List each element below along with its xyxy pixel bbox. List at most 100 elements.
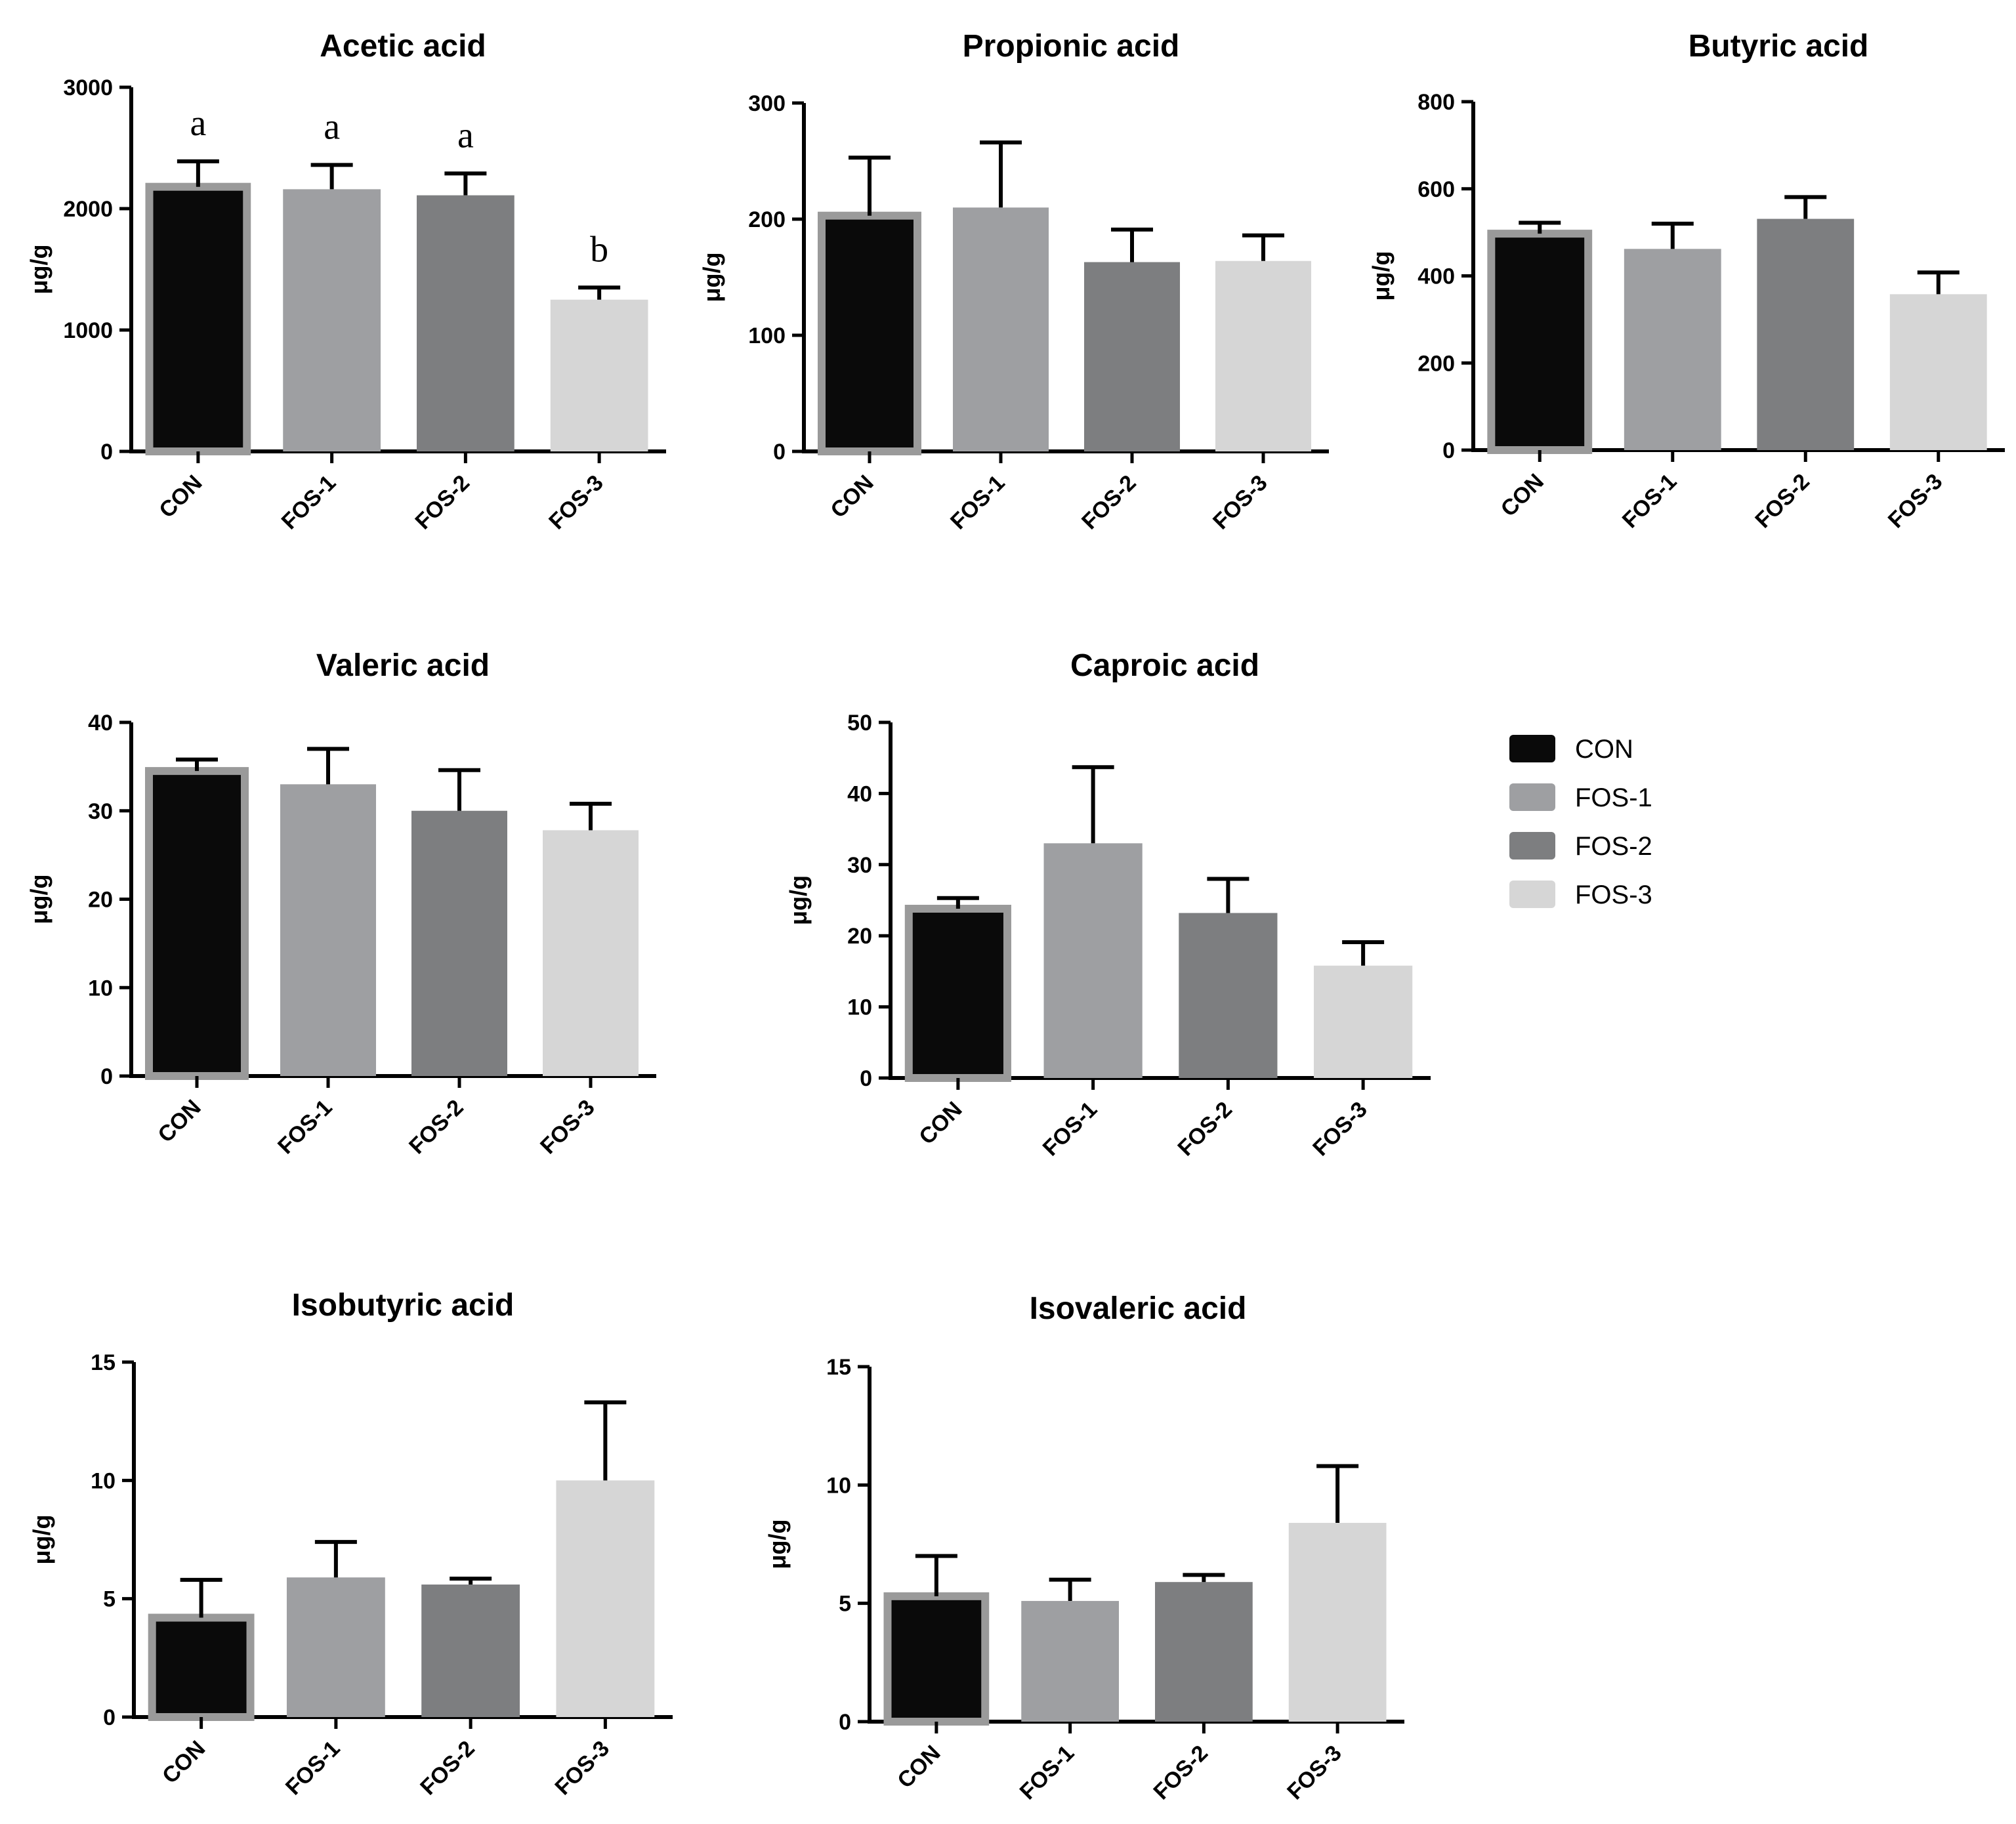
bar-isobutyric-acid-fos-3 <box>556 1480 655 1717</box>
x-tick-label-isobutyric-acid-con: CON <box>158 1736 210 1789</box>
bar-isobutyric-acid-fos-2 <box>421 1585 520 1717</box>
legend-item-fos-1: FOS-1 <box>1509 783 1652 812</box>
x-tick-label-butyric-acid-fos-2: FOS-2 <box>1750 469 1815 533</box>
legend-swatch-con <box>1509 735 1555 762</box>
x-tick-label-propionic-acid-con: CON <box>826 470 878 523</box>
legend-label-fos-1: FOS-1 <box>1575 783 1652 812</box>
significance-label-acetic-acid-fos-1: a <box>324 106 340 147</box>
legend: CON FOS-1 FOS-2 FOS-3 <box>1509 735 1652 909</box>
bar-isobutyric-acid-fos-1 <box>286 1577 385 1717</box>
chart-isobutyric-acid: Isobutyric acid μg/g 0 5 10 15 CON FOS-1 FOS-2 FO… <box>28 1288 673 1800</box>
legend-label-fos-2: FOS-2 <box>1575 832 1652 861</box>
y-tick-label-isobutyric-acid: 5 <box>103 1587 116 1612</box>
bar-isobutyric-acid-con <box>148 1613 255 1722</box>
bar-acetic-acid-fos-1 <box>283 189 381 451</box>
bar-propionic-acid-fos-3 <box>1215 260 1311 451</box>
y-tick-label-isobutyric-acid: 0 <box>103 1705 116 1730</box>
chart-acetic-acid: Acetic acid μg/g 0 1000 2000 3000 a CON a FOS-1 a F… <box>26 29 666 534</box>
x-tick-label-acetic-acid-con: CON <box>154 470 207 523</box>
legend-item-fos-3: FOS-3 <box>1509 881 1652 909</box>
y-tick-label-propionic-acid: 300 <box>748 91 786 116</box>
bar-valeric-acid-con <box>145 767 249 1081</box>
y-tick-label-valeric-acid: 0 <box>100 1064 113 1089</box>
bar-butyric-acid-fos-2 <box>1757 218 1855 450</box>
bar-caproic-acid-fos-1 <box>1043 843 1143 1078</box>
bar-butyric-acid-con <box>1487 230 1593 454</box>
x-tick-label-butyric-acid-fos-3: FOS-3 <box>1883 469 1948 533</box>
x-tick-label-acetic-acid-fos-2: FOS-2 <box>410 470 474 535</box>
bar-isovaleric-acid-con <box>883 1592 990 1726</box>
x-tick-label-caproic-acid-fos-1: FOS-1 <box>1038 1097 1102 1161</box>
x-tick-label-propionic-acid-fos-1: FOS-1 <box>946 470 1010 535</box>
x-tick-label-butyric-acid-fos-1: FOS-1 <box>1618 469 1682 533</box>
y-tick-label-caproic-acid: 40 <box>847 781 872 806</box>
y-axis-label-isovaleric-acid: μg/g <box>764 1519 791 1569</box>
x-tick-label-propionic-acid-fos-2: FOS-2 <box>1077 470 1141 535</box>
x-tick-label-propionic-acid-fos-3: FOS-3 <box>1208 470 1272 535</box>
y-tick-label-acetic-acid: 0 <box>100 440 113 465</box>
x-tick-label-caproic-acid-con: CON <box>914 1097 967 1150</box>
y-tick-label-acetic-acid: 2000 <box>63 197 113 222</box>
y-tick-label-propionic-acid: 100 <box>748 323 786 348</box>
x-tick-label-valeric-acid-fos-1: FOS-1 <box>273 1095 337 1159</box>
bar-isovaleric-acid-fos-3 <box>1288 1523 1387 1722</box>
bar-acetic-acid-fos-3 <box>550 299 648 451</box>
bar-butyric-acid-fos-1 <box>1624 249 1721 450</box>
y-tick-label-caproic-acid: 50 <box>847 711 872 736</box>
x-tick-label-isobutyric-acid-fos-3: FOS-3 <box>550 1736 614 1800</box>
x-tick-label-valeric-acid-con: CON <box>153 1095 205 1148</box>
y-tick-label-butyric-acid: 0 <box>1442 438 1455 463</box>
y-tick-label-valeric-acid: 40 <box>88 711 113 736</box>
y-axis-label-caproic-acid: μg/g <box>785 875 812 925</box>
x-tick-label-acetic-acid-fos-1: FOS-1 <box>277 470 341 535</box>
chart-title-butyric-acid: Butyric acid <box>1689 29 1869 64</box>
y-axis-label-butyric-acid: μg/g <box>1368 251 1395 301</box>
bar-isovaleric-acid-fos-1 <box>1021 1601 1119 1722</box>
y-tick-label-valeric-acid: 30 <box>88 799 113 824</box>
significance-label-acetic-acid-fos-3: b <box>590 229 608 270</box>
y-tick-label-butyric-acid: 200 <box>1418 351 1455 376</box>
chart-title-acetic-acid: Acetic acid <box>320 29 486 64</box>
bar-propionic-acid-con <box>818 211 921 455</box>
x-tick-label-caproic-acid-fos-3: FOS-3 <box>1308 1097 1372 1161</box>
bar-caproic-acid-con <box>904 905 1011 1083</box>
y-tick-label-isobutyric-acid: 15 <box>91 1350 116 1375</box>
y-tick-label-caproic-acid: 10 <box>847 995 872 1020</box>
chart-title-isovaleric-acid: Isovaleric acid <box>1030 1291 1247 1326</box>
chart-title-propionic-acid: Propionic acid <box>963 29 1180 64</box>
y-tick-label-propionic-acid: 200 <box>748 207 786 232</box>
y-tick-label-butyric-acid: 400 <box>1418 264 1455 289</box>
chart-valeric-acid: Valeric acid μg/g 0 10 20 30 40 CON FOS-1 FOS-2 FO… <box>26 648 656 1159</box>
legend-swatch-fos-1 <box>1509 783 1555 811</box>
y-tick-label-caproic-acid: 0 <box>860 1066 872 1091</box>
y-tick-label-propionic-acid: 0 <box>773 440 786 465</box>
legend-swatch-fos-2 <box>1509 832 1555 860</box>
chart-title-caproic-acid: Caproic acid <box>1070 648 1259 683</box>
legend-item-fos-2: FOS-2 <box>1509 832 1652 861</box>
chart-butyric-acid: Butyric acid μg/g 0 200 400 600 800 CON FOS-1 FOS… <box>1368 29 2005 533</box>
bar-propionic-acid-fos-2 <box>1084 262 1180 451</box>
x-tick-label-valeric-acid-fos-3: FOS-3 <box>536 1095 600 1159</box>
x-tick-label-valeric-acid-fos-2: FOS-2 <box>404 1095 469 1159</box>
bar-valeric-acid-fos-2 <box>411 810 507 1076</box>
bar-isovaleric-acid-fos-2 <box>1155 1582 1253 1722</box>
x-tick-label-isobutyric-acid-fos-1: FOS-1 <box>281 1736 345 1800</box>
x-tick-label-isovaleric-acid-con: CON <box>892 1741 945 1793</box>
bar-acetic-acid-fos-2 <box>417 195 514 451</box>
bar-valeric-acid-fos-3 <box>543 830 639 1076</box>
y-tick-label-acetic-acid: 1000 <box>63 318 113 343</box>
legend-label-con: CON <box>1575 735 1633 764</box>
x-tick-label-acetic-acid-fos-3: FOS-3 <box>544 470 608 535</box>
bar-valeric-acid-fos-1 <box>280 784 376 1076</box>
bar-acetic-acid-con <box>145 182 251 455</box>
legend-label-fos-3: FOS-3 <box>1575 881 1652 909</box>
y-tick-label-isovaleric-acid: 5 <box>839 1592 851 1617</box>
x-tick-label-isobutyric-acid-fos-2: FOS-2 <box>415 1736 480 1800</box>
y-tick-label-butyric-acid: 800 <box>1418 90 1455 115</box>
bar-propionic-acid-fos-1 <box>953 207 1049 451</box>
significance-label-acetic-acid-fos-2: a <box>457 115 474 155</box>
y-tick-label-isobutyric-acid: 10 <box>91 1468 116 1493</box>
y-axis-label-isobutyric-acid: μg/g <box>28 1514 55 1564</box>
y-tick-label-isovaleric-acid: 0 <box>839 1710 851 1735</box>
